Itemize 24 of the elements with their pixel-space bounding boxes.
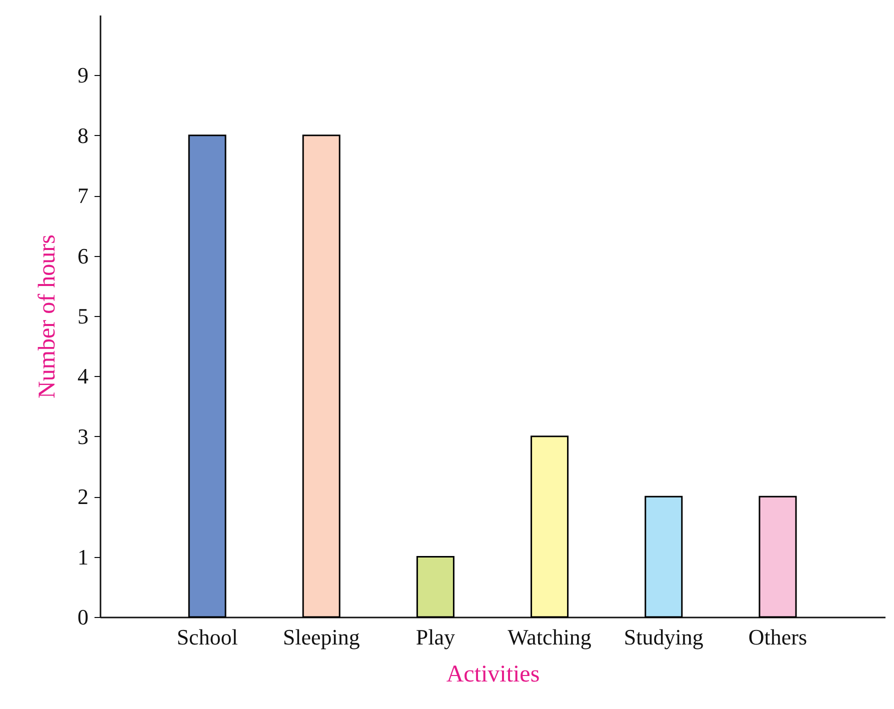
x-tick-label: Watching bbox=[508, 624, 592, 650]
y-axis-title: Number of hours bbox=[34, 234, 60, 398]
x-tick-label: Others bbox=[748, 624, 808, 650]
bar bbox=[758, 496, 797, 618]
bar bbox=[530, 436, 569, 618]
y-tick-label: 7 bbox=[78, 183, 88, 208]
bar bbox=[188, 134, 226, 618]
y-tick-label: 3 bbox=[78, 424, 88, 449]
bar bbox=[644, 496, 683, 618]
y-tick-label: 1 bbox=[78, 544, 88, 570]
y-tick-label: 9 bbox=[78, 62, 88, 88]
y-tick-label: 8 bbox=[78, 122, 88, 148]
x-tick-label: School bbox=[176, 624, 238, 650]
x-axis-title: Activities bbox=[446, 662, 540, 688]
y-tick-label: 5 bbox=[78, 304, 88, 328]
bar bbox=[416, 556, 454, 618]
y-tick-label: 6 bbox=[78, 243, 88, 268]
bar bbox=[302, 134, 340, 618]
x-tick-label: Sleeping bbox=[282, 624, 360, 650]
x-tick-label: Studying bbox=[624, 624, 704, 650]
y-tick-label: 4 bbox=[78, 364, 88, 389]
y-tick-label: 0 bbox=[78, 604, 88, 630]
x-tick-label: Play bbox=[416, 624, 456, 650]
y-tick-label: 2 bbox=[78, 484, 88, 510]
